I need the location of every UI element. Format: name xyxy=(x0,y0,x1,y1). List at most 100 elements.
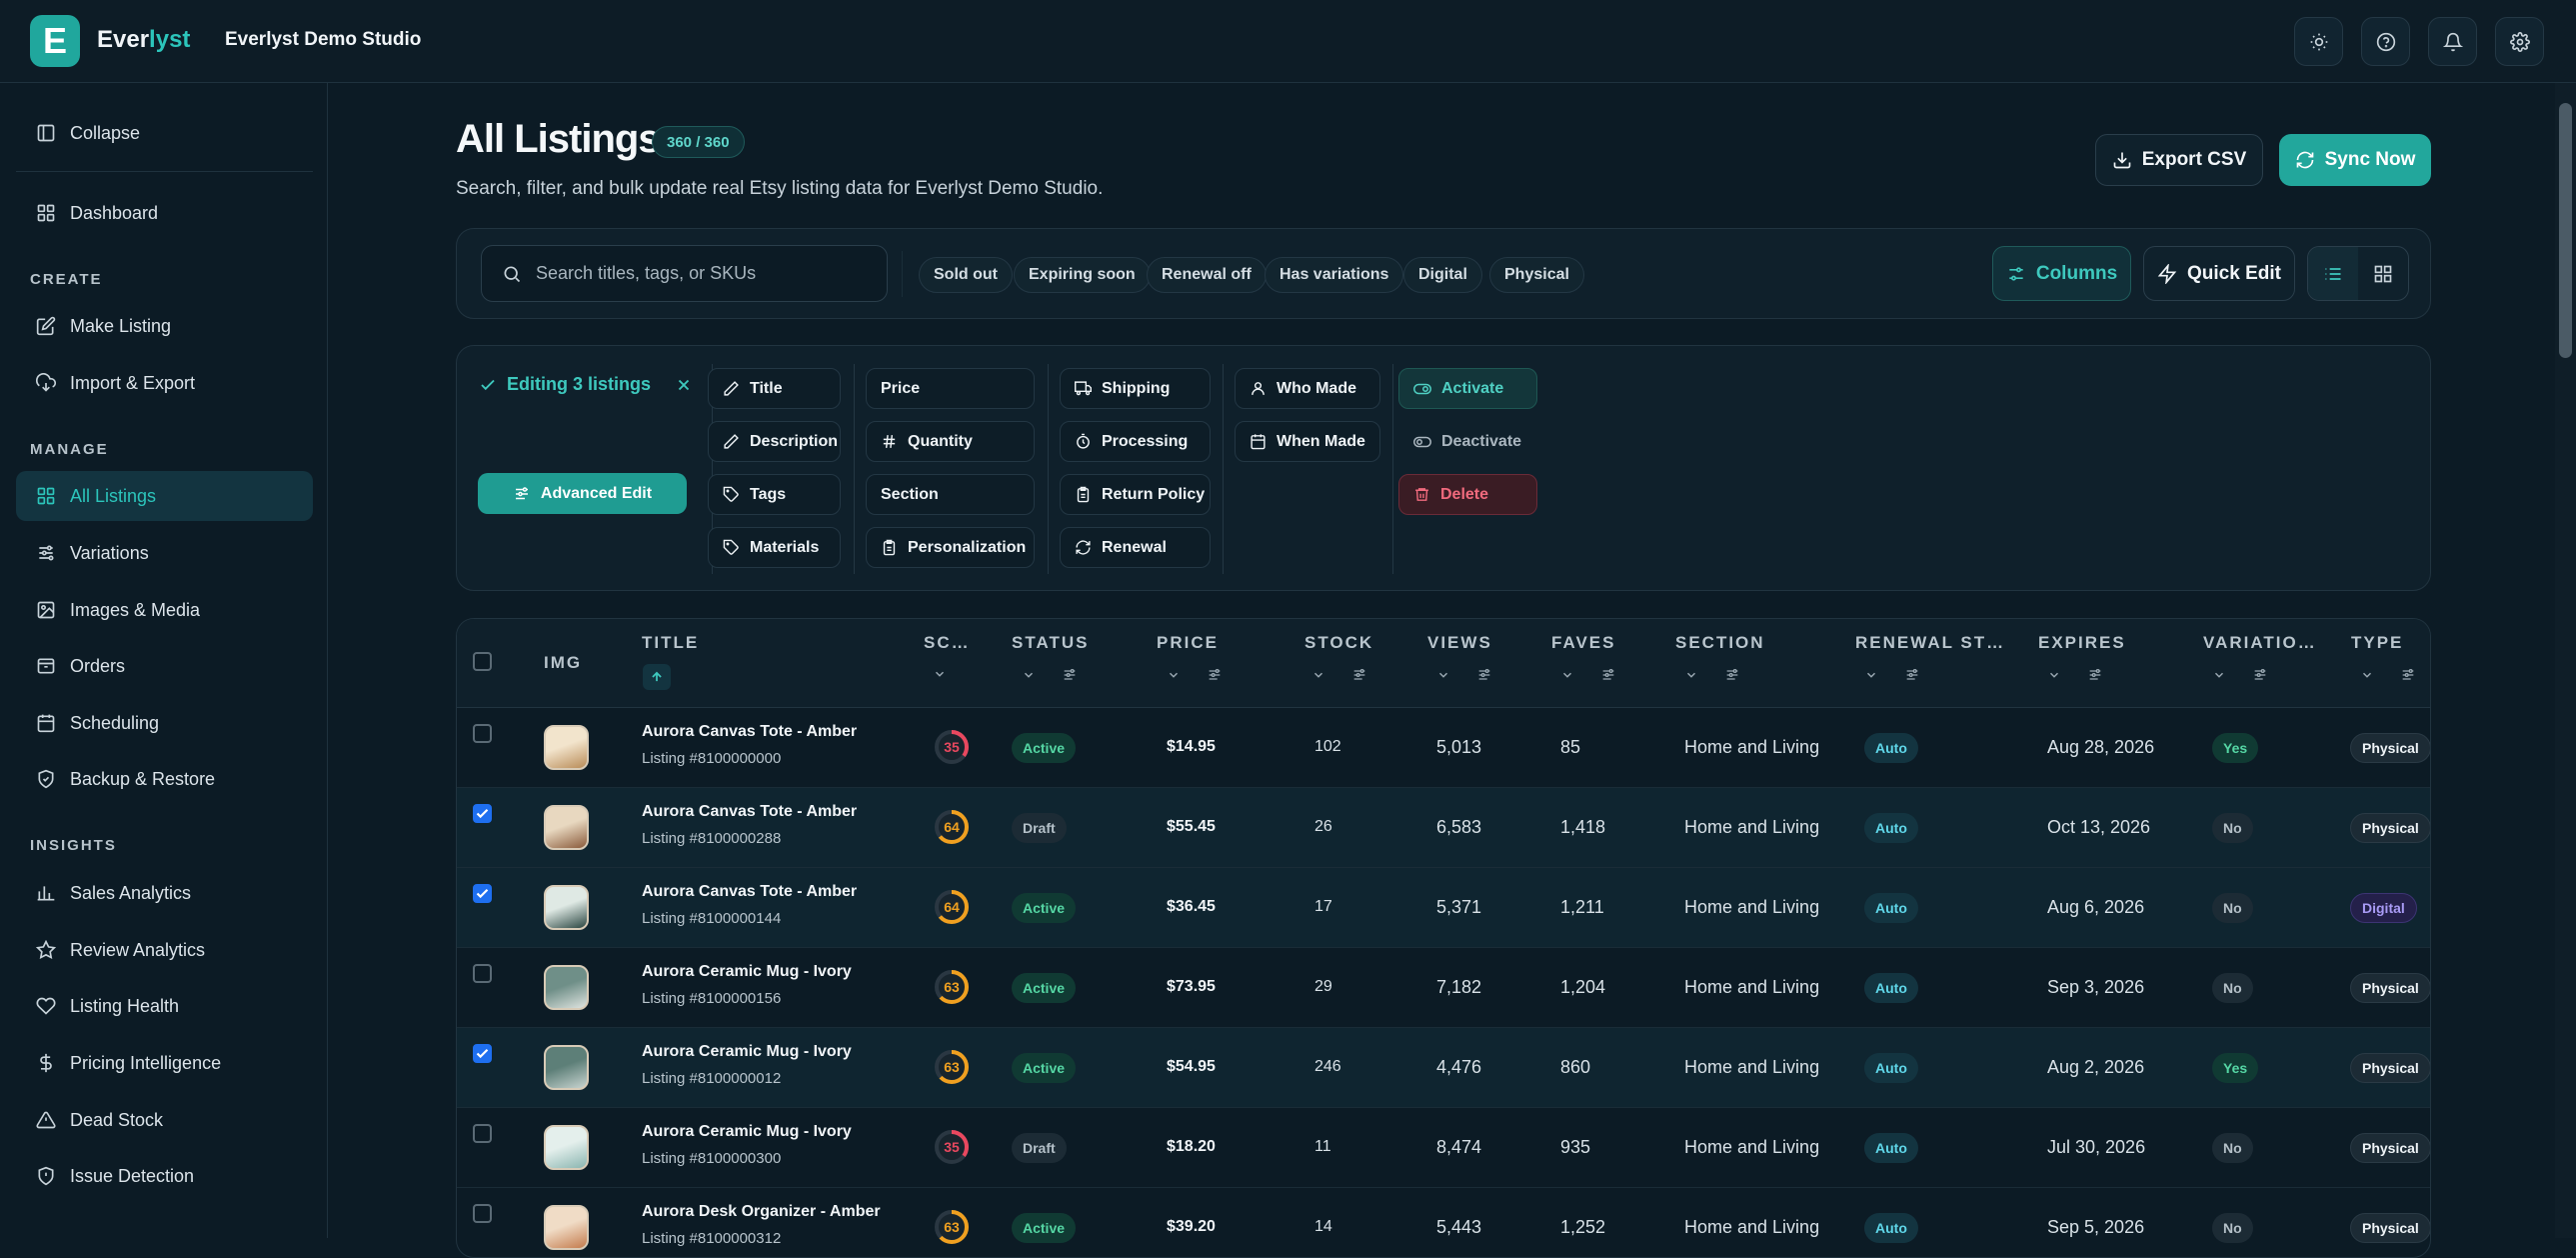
sidebar-item-pricing-intelligence[interactable]: Pricing Intelligence xyxy=(16,1038,313,1088)
filter-sliders-icon[interactable] xyxy=(1062,667,1078,683)
filter-sliders-icon[interactable] xyxy=(1600,667,1616,683)
header-stock[interactable]: STOCK xyxy=(1304,633,1374,652)
filter-sliders-icon[interactable] xyxy=(1476,667,1492,683)
filter-sliders-icon[interactable] xyxy=(1207,667,1223,683)
sidebar-item-backup-restore[interactable]: Backup & Restore xyxy=(16,754,313,804)
header-renewal-status[interactable]: RENEWAL ST… xyxy=(1855,633,2006,652)
export-csv-button[interactable]: Export CSV xyxy=(2095,134,2263,186)
search-input[interactable] xyxy=(536,263,866,284)
filter-chip-has-variations[interactable]: Has variations xyxy=(1265,257,1404,293)
scrollbar-thumb[interactable] xyxy=(2559,103,2572,358)
filter-chip-digital[interactable]: Digital xyxy=(1403,257,1482,293)
sidebar-item-images-media[interactable]: Images & Media xyxy=(16,585,313,635)
header-expires[interactable]: EXPIRES xyxy=(2038,633,2126,652)
sidebar-item-variations[interactable]: Variations xyxy=(16,528,313,578)
chevron-down-icon[interactable] xyxy=(933,667,947,681)
filter-sliders-icon[interactable] xyxy=(2400,667,2416,683)
edit-quantity-button[interactable]: Quantity xyxy=(866,421,1035,462)
delete-button[interactable]: Delete xyxy=(1398,474,1537,515)
edit-title-button[interactable]: Title xyxy=(708,368,841,409)
sidebar-item-dead-stock[interactable]: Dead Stock xyxy=(16,1095,313,1145)
edit-tags-button[interactable]: Tags xyxy=(708,474,841,515)
row-checkbox[interactable] xyxy=(473,884,492,903)
row-checkbox[interactable] xyxy=(473,1044,492,1063)
filter-sliders-icon[interactable] xyxy=(2087,667,2103,683)
filter-chip-sold-out[interactable]: Sold out xyxy=(919,257,1013,293)
edit-processing-button[interactable]: Processing xyxy=(1060,421,1211,462)
header-score[interactable]: SC… xyxy=(924,633,971,652)
chevron-down-icon[interactable] xyxy=(2212,668,2226,682)
edit-materials-button[interactable]: Materials xyxy=(708,527,841,568)
grid-view-button[interactable] xyxy=(2358,247,2408,300)
edit-when-made-button[interactable]: When Made xyxy=(1235,421,1380,462)
sidebar-item-review-analytics[interactable]: Review Analytics xyxy=(16,925,313,975)
filter-sliders-icon[interactable] xyxy=(1724,667,1740,683)
sidebar-item-all-listings[interactable]: All Listings xyxy=(16,471,313,521)
table-row[interactable]: Aurora Ceramic Mug - Ivory Listing #81000… xyxy=(457,1108,2430,1188)
header-type[interactable]: TYPE xyxy=(2351,633,2404,652)
chevron-down-icon[interactable] xyxy=(1864,668,1878,682)
header-price[interactable]: PRICE xyxy=(1157,633,1219,652)
settings-button[interactable] xyxy=(2495,17,2544,66)
header-faves[interactable]: FAVES xyxy=(1551,633,1616,652)
collapse-button[interactable]: Collapse xyxy=(16,108,313,158)
advanced-edit-button[interactable]: Advanced Edit xyxy=(478,473,687,514)
theme-toggle-button[interactable] xyxy=(2294,17,2343,66)
row-checkbox[interactable] xyxy=(473,804,492,823)
table-row[interactable]: Aurora Desk Organizer - Amber Listing #81… xyxy=(457,1188,2430,1257)
edit-renewal-button[interactable]: Renewal xyxy=(1060,527,1211,568)
sidebar-item-import-export[interactable]: Import & Export xyxy=(16,358,313,408)
filter-sliders-icon[interactable] xyxy=(1351,667,1367,683)
chevron-down-icon[interactable] xyxy=(1022,668,1036,682)
chevron-down-icon[interactable] xyxy=(1167,668,1181,682)
table-row[interactable]: Aurora Ceramic Mug - Ivory Listing #81000… xyxy=(457,948,2430,1028)
row-checkbox[interactable] xyxy=(473,724,492,743)
sort-ascending-button[interactable] xyxy=(643,664,671,690)
filter-chip-physical[interactable]: Physical xyxy=(1489,257,1584,293)
table-row[interactable]: Aurora Canvas Tote - Amber Listing #81000… xyxy=(457,788,2430,868)
row-checkbox[interactable] xyxy=(473,964,492,983)
edit-price-button[interactable]: Price xyxy=(866,368,1035,409)
edit-shipping-button[interactable]: Shipping xyxy=(1060,368,1211,409)
chevron-down-icon[interactable] xyxy=(1684,668,1698,682)
columns-button[interactable]: Columns xyxy=(1992,246,2131,301)
edit-section-button[interactable]: Section xyxy=(866,474,1035,515)
row-checkbox[interactable] xyxy=(473,1204,492,1223)
filter-sliders-icon[interactable] xyxy=(2252,667,2268,683)
chevron-down-icon[interactable] xyxy=(2360,668,2374,682)
chevron-down-icon[interactable] xyxy=(1560,668,1574,682)
sidebar-item-scheduling[interactable]: Scheduling xyxy=(16,698,313,748)
page-scrollbar[interactable] xyxy=(2555,83,2576,1238)
row-checkbox[interactable] xyxy=(473,1124,492,1143)
listing-title[interactable]: Aurora Canvas Tote - Amber xyxy=(642,883,858,900)
listing-title[interactable]: Aurora Canvas Tote - Amber xyxy=(642,723,858,740)
listing-thumbnail[interactable] xyxy=(544,965,589,1010)
edit-description-button[interactable]: Description xyxy=(708,421,841,462)
sidebar-item-sales-analytics[interactable]: Sales Analytics xyxy=(16,868,313,918)
activate-button[interactable]: Activate xyxy=(1398,368,1537,409)
listing-thumbnail[interactable] xyxy=(544,885,589,930)
listing-thumbnail[interactable] xyxy=(544,805,589,850)
chevron-down-icon[interactable] xyxy=(2047,668,2061,682)
filter-sliders-icon[interactable] xyxy=(1904,667,1920,683)
sidebar-item-dashboard[interactable]: Dashboard xyxy=(16,188,313,238)
deactivate-button[interactable]: Deactivate xyxy=(1398,421,1537,462)
search-box[interactable] xyxy=(481,245,888,302)
listing-thumbnail[interactable] xyxy=(544,1125,589,1170)
notifications-button[interactable] xyxy=(2428,17,2477,66)
sync-now-button[interactable]: Sync Now xyxy=(2279,134,2431,186)
edit-return-policy-button[interactable]: Return Policy xyxy=(1060,474,1211,515)
listing-thumbnail[interactable] xyxy=(544,1045,589,1090)
header-status[interactable]: STATUS xyxy=(1012,633,1090,652)
header-title[interactable]: TITLE xyxy=(642,633,700,652)
close-icon[interactable] xyxy=(675,376,693,394)
table-row[interactable]: Aurora Ceramic Mug - Ivory Listing #81000… xyxy=(457,1028,2430,1108)
edit-personalization-button[interactable]: Personalization xyxy=(866,527,1035,568)
listing-title[interactable]: Aurora Desk Organizer - Amber xyxy=(642,1203,881,1220)
filter-chip-expiring-soon[interactable]: Expiring soon xyxy=(1014,257,1151,293)
chevron-down-icon[interactable] xyxy=(1311,668,1325,682)
app-logo[interactable]: E xyxy=(30,15,80,67)
header-views[interactable]: VIEWS xyxy=(1427,633,1492,652)
listing-title[interactable]: Aurora Canvas Tote - Amber xyxy=(642,803,858,820)
sidebar-item-make-listing[interactable]: Make Listing xyxy=(16,301,313,351)
